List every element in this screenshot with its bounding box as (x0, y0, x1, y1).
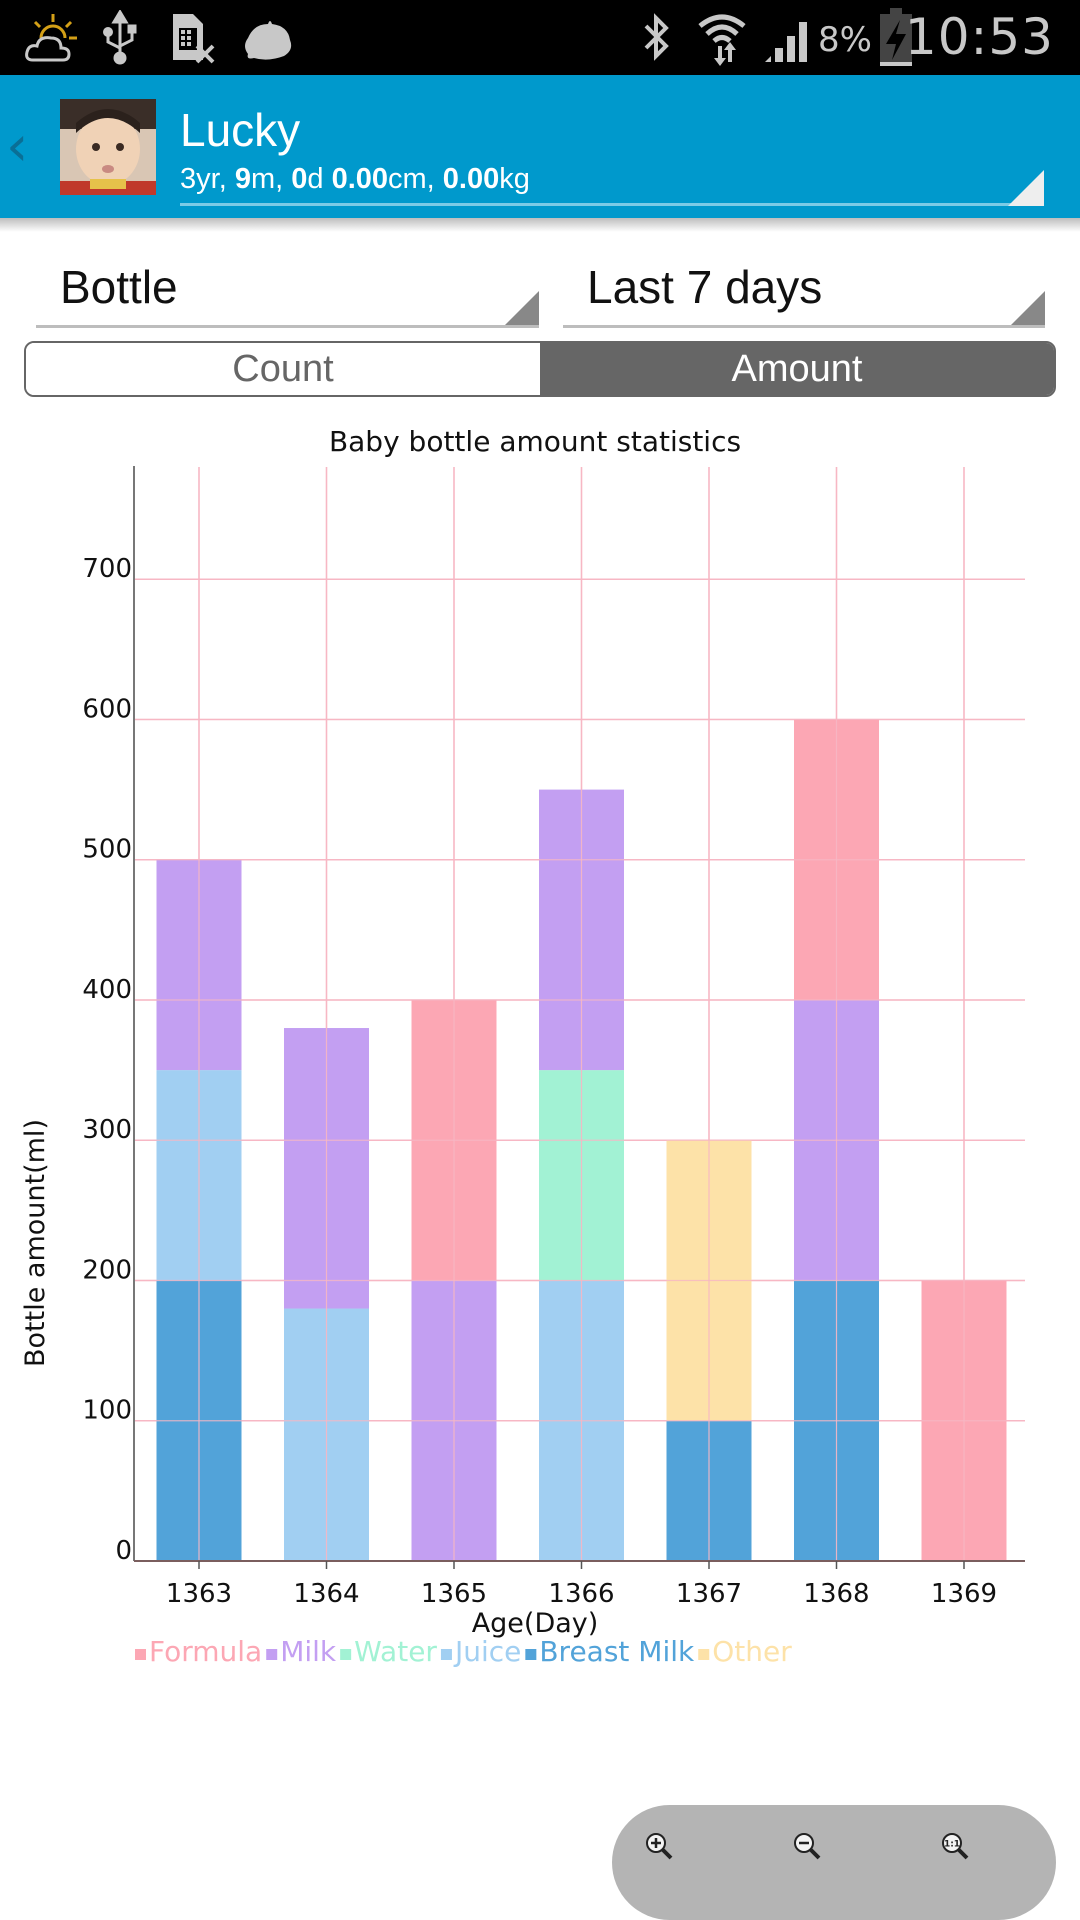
x-tick-label: 1367 (676, 1579, 742, 1609)
battery-percent: 8% (818, 20, 872, 60)
chart-title: Baby bottle amount statistics (329, 425, 741, 458)
age-years-unit: yr, (196, 163, 235, 195)
legend-label-breast-milk: Breast Milk (539, 1635, 695, 1668)
y-tick-label: 500 (82, 835, 132, 865)
height-value: 0.00 (331, 163, 389, 195)
count-amount-toggle: Count Amount (24, 341, 1056, 397)
age-months: 9 (234, 163, 251, 195)
legend-swatch-water (340, 1649, 352, 1660)
notification-blob-icon (240, 10, 296, 66)
usb-icon (100, 10, 140, 66)
status-bar: 8% 10:53 (0, 0, 1080, 75)
x-tick-label: 1369 (931, 1579, 997, 1609)
age-days-unit: d (307, 163, 332, 195)
y-tick-label: 400 (82, 975, 132, 1005)
legend: Formula Milk Water Juice Breast Milk Other (135, 1635, 792, 1668)
bars (134, 467, 1025, 1561)
legend-swatch-milk (266, 1649, 278, 1660)
range-dropdown-value: Last 7 days (587, 261, 823, 313)
zoom-reset-label: 1:1 (944, 1840, 960, 1850)
x-axis-label: Age(Day) (472, 1608, 599, 1639)
y-tick-label: 200 (82, 1255, 132, 1285)
legend-swatch-other (698, 1649, 710, 1660)
dropdown-triangle-icon (505, 291, 539, 325)
y-tick-label: 600 (82, 694, 132, 724)
type-dropdown[interactable]: Bottle (36, 250, 539, 328)
clock: 10:53 (904, 8, 1054, 66)
y-tick-label: 700 (82, 554, 132, 584)
zoom-out-icon (794, 1833, 821, 1860)
avatar[interactable] (60, 99, 156, 195)
legend-label-formula: Formula (149, 1635, 262, 1668)
age-years: 3 (180, 163, 197, 195)
legend-label-other: Other (712, 1635, 792, 1668)
wifi-data-icon (694, 10, 750, 66)
zoom-in-icon (646, 1833, 673, 1860)
profile-name: Lucky (180, 104, 301, 156)
age-days: 0 (291, 163, 308, 195)
tab-count[interactable]: Count (26, 343, 540, 395)
weight-unit: kg (499, 163, 530, 195)
legend-swatch-juice (440, 1649, 452, 1660)
bluetooth-icon (636, 10, 676, 66)
legend-swatch-breast-milk (525, 1649, 537, 1660)
x-tick-label: 1368 (803, 1579, 869, 1609)
axes: 0 100 200 300 400 500 600 700 1363 1364 1365 1366 13… (82, 466, 1025, 1609)
zoom-reset-button[interactable]: 1:1 (940, 1831, 970, 1861)
y-axis-label: Bottle amount(ml) (20, 1119, 51, 1367)
height-unit: cm, (388, 163, 443, 195)
profile-spinner-underline[interactable] (180, 203, 1044, 206)
legend-label-milk: Milk (280, 1635, 337, 1668)
x-tick-label: 1365 (421, 1579, 487, 1609)
legend-label-juice: Juice (453, 1635, 521, 1668)
y-tick-label: 0 (115, 1536, 132, 1566)
x-tick-label: 1363 (166, 1579, 232, 1609)
battery-charging-icon (876, 8, 916, 66)
no-sim-icon (168, 10, 220, 66)
chevron-left-icon: ‹ (6, 114, 29, 179)
signal-icon (762, 10, 812, 66)
tab-amount[interactable]: Amount (540, 343, 1054, 395)
weather-partly-cloudy-icon (22, 10, 80, 66)
x-tick-label: 1366 (548, 1579, 614, 1609)
profile-stats: 3yr, 9m, 0d 0.00cm, 0.00kg (180, 163, 530, 196)
legend-label-water: Water (354, 1635, 437, 1668)
range-dropdown[interactable]: Last 7 days (563, 250, 1045, 328)
age-months-unit: m, (250, 163, 292, 195)
legend-swatch-formula (135, 1649, 146, 1660)
y-tick-label: 300 (82, 1115, 132, 1145)
zoom-reset-icon: 1:1 (942, 1833, 969, 1860)
app-bar-shadow (0, 218, 1080, 232)
dropdown-triangle-icon (1011, 291, 1045, 325)
app-bar: ‹ Lucky 3yr, 9m, 0d 0.00cm, 0.00kg (0, 75, 1080, 218)
dropdown-triangle-icon[interactable] (1008, 170, 1044, 206)
back-button[interactable]: ‹ (6, 117, 40, 177)
zoom-in-button[interactable] (644, 1831, 674, 1861)
type-dropdown-value: Bottle (60, 261, 178, 313)
bottle-amount-chart[interactable]: 0 100 200 300 400 500 600 700 1363 1364 1365 1366 13… (0, 420, 1080, 1680)
chart-canvas: 0 100 200 300 400 500 600 700 1363 1364 1365 1366 13… (20, 425, 1025, 1668)
weight-value: 0.00 (442, 163, 500, 195)
divider (36, 325, 539, 328)
zoom-controls: 1:1 (612, 1805, 1056, 1920)
zoom-out-button[interactable] (792, 1831, 822, 1861)
x-tick-label: 1364 (293, 1579, 359, 1609)
y-tick-label: 100 (82, 1396, 132, 1426)
divider (563, 325, 1045, 328)
